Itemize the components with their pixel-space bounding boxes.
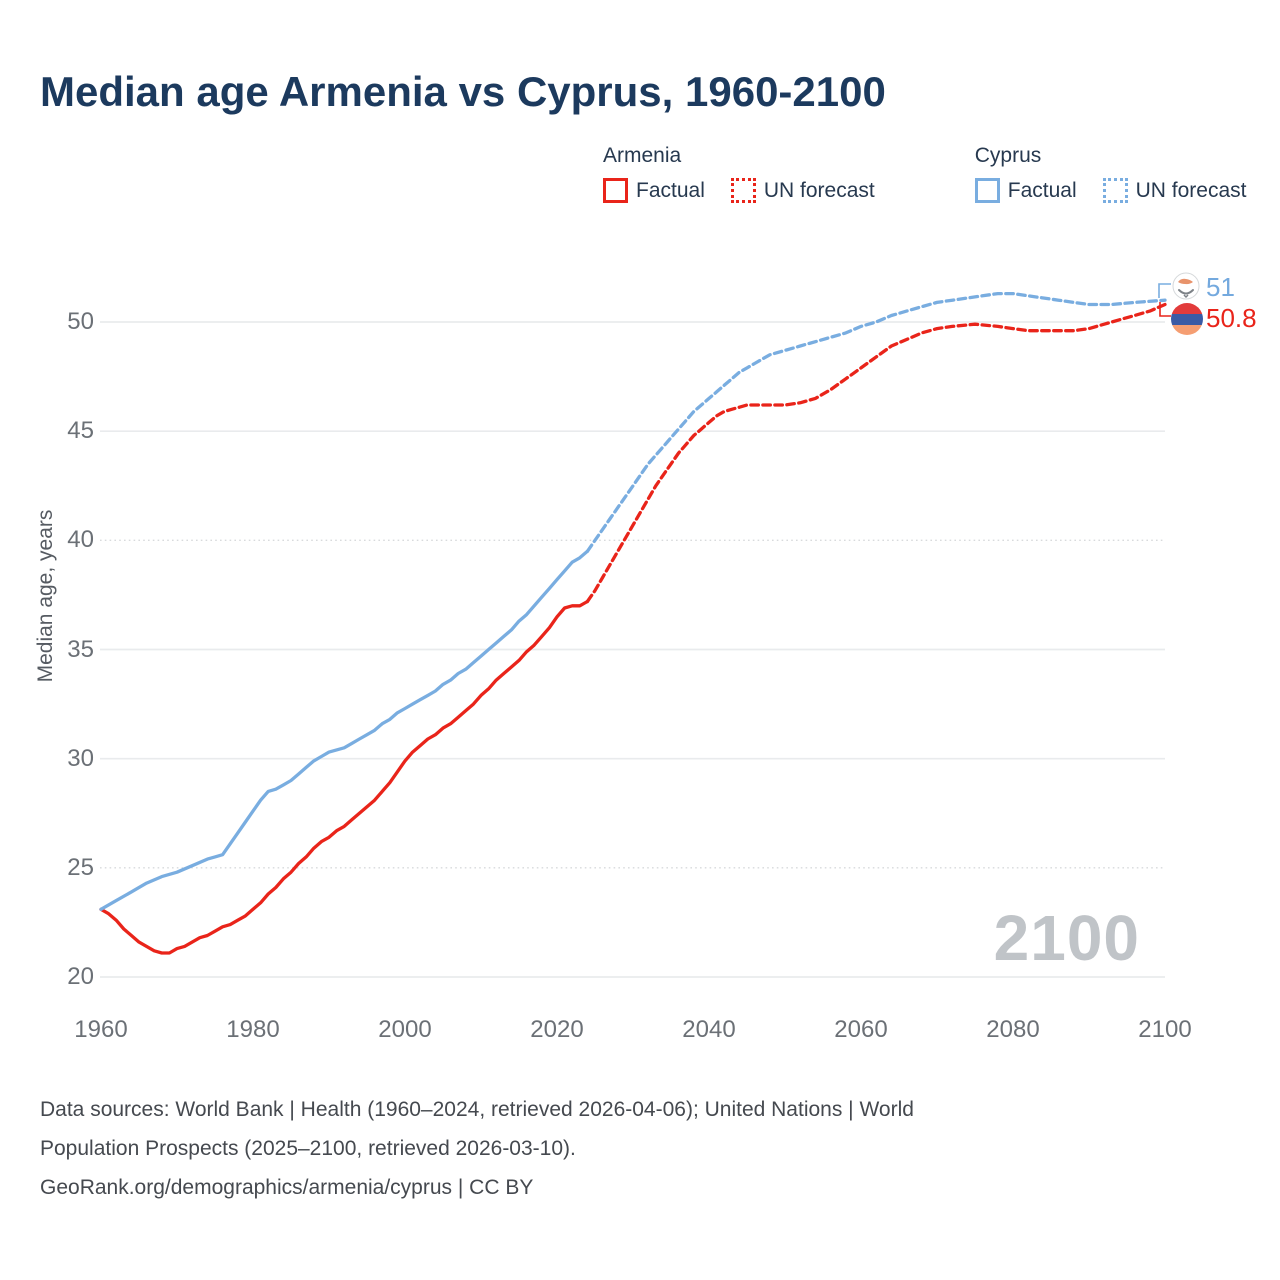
y-tick-label: 35	[67, 635, 94, 663]
data-sources-line: Data sources: World Bank | Health (1960–…	[40, 1098, 914, 1121]
legend-label: UN forecast	[1135, 178, 1247, 202]
x-tick-label: 1960	[74, 1016, 128, 1043]
armenia-factual-swatch-icon	[603, 178, 628, 203]
series-line-cyprus-factual	[99, 549, 590, 911]
y-tick-label: 25	[67, 853, 94, 881]
legend-group-cyprus: Cyprus Factual UN forecast	[974, 144, 1247, 203]
legend-label: UN forecast	[763, 178, 875, 202]
legend-item-cyprus-factual: Factual	[974, 178, 1077, 203]
cyprus-forecast-swatch-icon	[1102, 178, 1128, 203]
data-sources-line: GeoRank.org/demographics/armenia/cyprus …	[40, 1176, 534, 1199]
watermark-year: 2100	[993, 902, 1140, 974]
y-tick-label: 20	[67, 963, 94, 990]
y-tick-label: 50	[67, 308, 94, 335]
legend-label: Factual	[636, 178, 705, 202]
series-lines	[99, 291, 1167, 955]
armenia-end-value: 50.8	[1206, 303, 1257, 333]
x-tick-label: 2020	[530, 1016, 584, 1043]
y-tick-label: 30	[67, 744, 94, 772]
x-tick-label: 2040	[682, 1016, 736, 1043]
armenia-flag-icon	[1171, 303, 1203, 335]
series-line-cyprus-un-forecast	[585, 291, 1167, 553]
x-tick-label: 2000	[378, 1016, 432, 1043]
x-tick-label: 1980	[226, 1016, 280, 1043]
data-sources-line: Population Prospects (2025–2100, retriev…	[40, 1137, 576, 1160]
x-tick-label: 2080	[986, 1016, 1040, 1043]
chart-title: Median age Armenia vs Cyprus, 1960-2100	[40, 68, 886, 115]
legend-item-armenia-forecast: UN forecast	[730, 178, 875, 203]
legend-header-cyprus: Cyprus	[974, 144, 1042, 167]
y-tick-label: 45	[67, 417, 94, 445]
legend-header-armenia: Armenia	[603, 144, 682, 167]
x-tick-label: 2100	[1138, 1016, 1192, 1043]
series-line-armenia-un-forecast	[585, 302, 1167, 604]
series-line-armenia-factual	[99, 599, 590, 955]
armenia-connector-line	[1159, 302, 1171, 317]
legend: Armenia Factual UN forecast Cyprus Factu…	[603, 144, 1247, 203]
x-tick-label: 2060	[834, 1016, 888, 1043]
data-sources: Data sources: World Bank | Health (1960–…	[40, 1090, 914, 1207]
cyprus-connector-line	[1158, 283, 1171, 298]
legend-item-cyprus-forecast: UN forecast	[1102, 178, 1247, 203]
legend-label: Factual	[1007, 178, 1077, 202]
cyprus-end-value: 51	[1206, 272, 1235, 302]
gridlines	[100, 321, 1165, 978]
y-tick-label: 40	[67, 526, 94, 554]
legend-group-armenia: Armenia Factual UN forecast	[603, 144, 875, 203]
armenia-forecast-swatch-icon	[730, 178, 756, 203]
cyprus-factual-swatch-icon	[974, 178, 1000, 203]
cyprus-flag-icon	[1172, 272, 1200, 300]
legend-item-armenia-factual: Factual	[603, 178, 705, 203]
